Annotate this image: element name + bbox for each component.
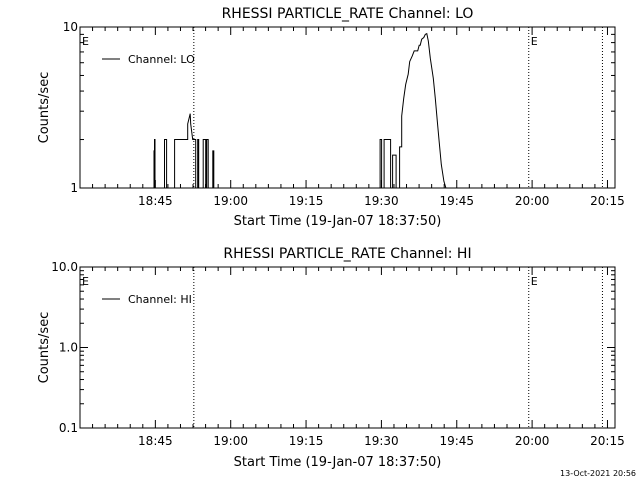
x-axis-label: Start Time (19-Jan-07 18:37:50)	[234, 455, 442, 470]
event-marker-label: E	[531, 275, 538, 288]
chart-title: RHESSI PARTICLE_RATE Channel: LO	[222, 6, 474, 22]
legend-label: Channel: HI	[128, 293, 192, 306]
plot-timestamp: 13-Oct-2021 20:56	[560, 469, 636, 478]
lo-channel-panel: RHESSI PARTICLE_RATE Channel: LO E E 18:45 1…	[37, 6, 625, 229]
plot-frame	[79, 26, 616, 189]
y-axis-label: Counts/sec	[37, 312, 52, 384]
x-tick-label: 19:00	[213, 194, 248, 208]
y-tick-label: 1	[70, 181, 78, 195]
x-tick-label: 18:45	[138, 434, 173, 448]
y-tick-label: 1.0	[59, 341, 78, 355]
x-tick-label: 20:15	[590, 434, 625, 448]
event-marker-label: E	[82, 275, 89, 288]
plot-frame	[79, 266, 616, 429]
x-tick-label: 19:45	[439, 194, 474, 208]
y-tick-label: 0.1	[59, 421, 78, 435]
event-marker-label: E	[82, 35, 89, 48]
x-tick-label: 19:30	[364, 434, 399, 448]
y-axis-label: Counts/sec	[37, 72, 52, 144]
x-tick-label: 20:00	[515, 434, 550, 448]
x-tick-label: 20:00	[515, 194, 550, 208]
y-tick-label: 10	[63, 20, 78, 34]
x-tick-label: 19:15	[289, 434, 324, 448]
x-tick-label: 18:45	[138, 194, 173, 208]
series-line	[80, 32, 616, 189]
hi-channel-panel: RHESSI PARTICLE_RATE Channel: HI E E 18:45 1…	[37, 246, 625, 470]
event-marker-label: E	[531, 35, 538, 48]
x-tick-label: 19:45	[439, 434, 474, 448]
legend-label: Channel: LO	[128, 53, 195, 66]
y-tick-label: 10.0	[51, 260, 78, 274]
x-tick-label: 19:00	[213, 434, 248, 448]
x-tick-label: 19:30	[364, 194, 399, 208]
x-tick-label: 20:15	[590, 194, 625, 208]
chart-title: RHESSI PARTICLE_RATE Channel: HI	[223, 246, 471, 262]
x-tick-label: 19:15	[289, 194, 324, 208]
x-axis-label: Start Time (19-Jan-07 18:37:50)	[234, 214, 442, 229]
